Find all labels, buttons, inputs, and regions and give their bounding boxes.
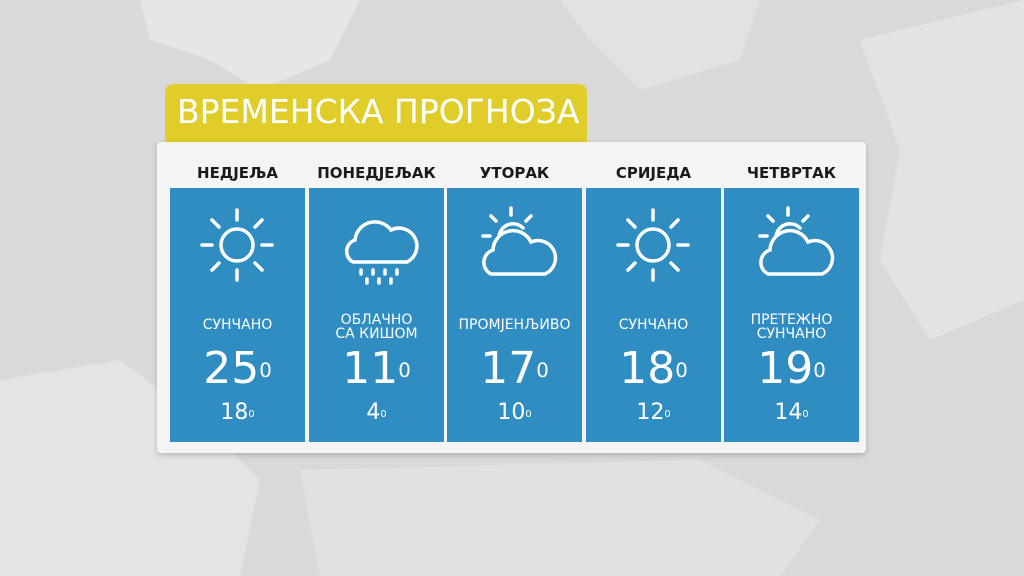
condition-text: ПРЕТЕЖНО СУНЧАНО bbox=[724, 313, 859, 341]
high-temp: 250 bbox=[170, 344, 305, 394]
condition-text: ПРОМЈЕНЉИВО bbox=[447, 318, 582, 332]
low-temp-value: 14 bbox=[774, 400, 803, 425]
day-column: УТОРАК ПРОМЈЕНЉИВО 170 100 bbox=[447, 142, 582, 453]
condition-line: СУНЧАНО bbox=[202, 317, 273, 333]
low-temp: 100 bbox=[447, 400, 582, 426]
high-temp: 170 bbox=[447, 344, 582, 394]
low-temp: 40 bbox=[309, 400, 444, 426]
degree-symbol: 0 bbox=[813, 359, 826, 382]
day-label: СРИЈЕДА bbox=[615, 164, 692, 182]
day-label: НЕДЈЕЉА bbox=[197, 164, 278, 182]
day-label: УТОРАК bbox=[479, 164, 550, 182]
degree-symbol: 0 bbox=[802, 409, 809, 420]
high-temp: 180 bbox=[586, 344, 721, 394]
condition-text: ОБЛАЧНО СА КИШОМ bbox=[309, 313, 444, 341]
high-temp-value: 25 bbox=[203, 343, 260, 394]
low-temp-value: 4 bbox=[366, 400, 381, 425]
high-temp-value: 17 bbox=[480, 343, 537, 394]
degree-symbol: 0 bbox=[259, 359, 272, 382]
condition-line: ПРОМЈЕНЉИВО bbox=[458, 317, 571, 333]
degree-symbol: 0 bbox=[675, 359, 688, 382]
forecast-tile: ПРОМЈЕНЉИВО 170 100 bbox=[447, 188, 582, 442]
sun-icon bbox=[200, 208, 274, 282]
low-temp: 140 bbox=[724, 400, 859, 426]
degree-symbol: 0 bbox=[664, 409, 671, 420]
low-temp: 180 bbox=[170, 400, 305, 426]
condition-line: ОБЛАЧНО bbox=[340, 312, 413, 328]
day-column: ПОНЕДЈЕЉАК ОБЛАЧНО СА КИШОМ 110 40 bbox=[309, 142, 444, 453]
high-temp: 190 bbox=[724, 344, 859, 394]
degree-symbol: 0 bbox=[525, 409, 532, 420]
condition-text: СУНЧАНО bbox=[170, 318, 305, 332]
high-temp-value: 19 bbox=[757, 343, 814, 394]
high-temp-value: 11 bbox=[342, 343, 399, 394]
cloud-rain-icon bbox=[344, 220, 419, 285]
forecast-tile: СУНЧАНО 180 120 bbox=[586, 188, 721, 442]
condition-line: СА КИШОМ bbox=[335, 326, 418, 342]
low-temp-value: 18 bbox=[220, 400, 249, 425]
forecast-tile: ПРЕТЕЖНО СУНЧАНО 190 140 bbox=[724, 188, 859, 442]
condition-line: СУНЧАНО bbox=[756, 326, 827, 342]
low-temp-value: 12 bbox=[636, 400, 665, 425]
day-label: ЧЕТВРТАК bbox=[746, 164, 837, 182]
partly-cloudy-icon bbox=[758, 206, 835, 276]
condition-text: СУНЧАНО bbox=[586, 318, 721, 332]
day-column: НЕДЈЕЉА СУНЧАНО 250 180 bbox=[170, 142, 305, 453]
low-temp-value: 10 bbox=[497, 400, 526, 425]
day-label: ПОНЕДЈЕЉАК bbox=[317, 164, 436, 182]
forecast-tile: СУНЧАНО 250 180 bbox=[170, 188, 305, 442]
sun-icon bbox=[616, 208, 690, 282]
day-column: ЧЕТВРТАК ПРЕТЕЖНО СУНЧАНО 190 140 bbox=[724, 142, 859, 453]
degree-symbol: 0 bbox=[380, 409, 387, 420]
degree-symbol: 0 bbox=[248, 409, 255, 420]
condition-line: СУНЧАНО bbox=[618, 317, 689, 333]
page-title: ВРЕМЕНСКА ПРОГНОЗА bbox=[177, 92, 580, 131]
degree-symbol: 0 bbox=[536, 359, 549, 382]
forecast-tile: ОБЛАЧНО СА КИШОМ 110 40 bbox=[309, 188, 444, 442]
degree-symbol: 0 bbox=[398, 359, 411, 382]
title-banner: ВРЕМЕНСКА ПРОГНОЗА bbox=[165, 84, 587, 144]
low-temp: 120 bbox=[586, 400, 721, 426]
partly-cloudy-icon bbox=[481, 206, 558, 276]
day-column: СРИЈЕДА СУНЧАНО 180 120 bbox=[586, 142, 721, 453]
condition-line: ПРЕТЕЖНО bbox=[750, 312, 833, 328]
high-temp: 110 bbox=[309, 344, 444, 394]
high-temp-value: 18 bbox=[619, 343, 676, 394]
forecast-panel: НЕДЈЕЉА СУНЧАНО 250 180 ПОНЕДЈЕЉАК ОБЛАЧ… bbox=[157, 142, 866, 453]
